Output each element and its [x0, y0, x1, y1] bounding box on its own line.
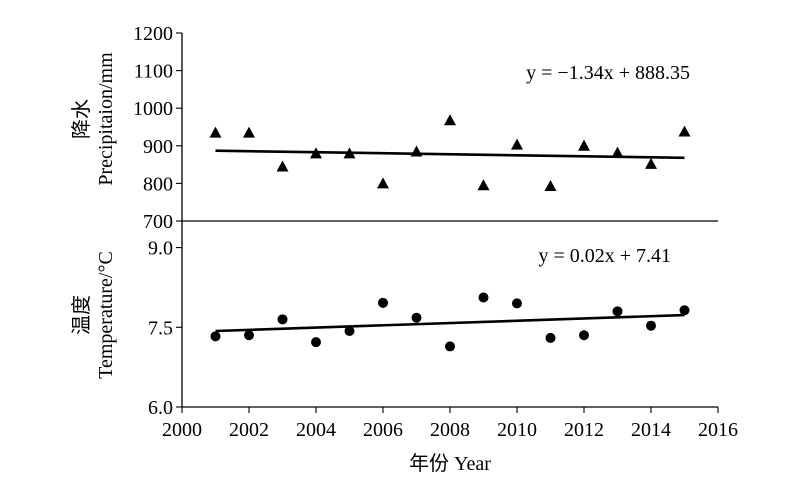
trend-equation-temp: y = 0.02x + 7.41: [538, 245, 671, 267]
temp-data-point: [478, 292, 489, 303]
precip-data-point: [611, 146, 624, 158]
temp-data-point: [378, 297, 388, 308]
x-tick-label: 2014: [631, 419, 671, 441]
precip-data-point: [511, 138, 523, 150]
temp-data-point: [579, 330, 589, 341]
precip-data-point: [578, 139, 590, 151]
x-tick-label: 2006: [363, 419, 403, 441]
precip-data-point: [276, 160, 289, 172]
temp-data-point: [445, 341, 455, 352]
precip-y-tick-label: 1200: [133, 23, 173, 45]
precip-data-point: [243, 126, 255, 138]
temp-data-point: [344, 326, 355, 337]
temp-data-point: [545, 332, 556, 343]
temp-data-point: [646, 320, 656, 331]
x-tick-label: 2010: [497, 419, 537, 441]
precip-data-point: [645, 157, 657, 169]
temp-data-point: [210, 331, 221, 342]
temp-data-point: [679, 305, 690, 316]
x-tick-label: 2012: [564, 419, 604, 441]
precip-data-point: [343, 147, 356, 159]
precip-data-point: [544, 180, 557, 192]
precip-data-point: [678, 125, 691, 137]
precip-y-tick-label: 1100: [134, 61, 173, 83]
temp-trend-line: [215, 313, 685, 333]
y-axis-title-temp-en: Temperature/°C: [95, 251, 117, 379]
y-axis-title-precip-cn: 降水: [70, 99, 93, 139]
precip-y-tick-label: 800: [143, 173, 173, 195]
precipitation-panel: 700 800 900 1000 1100 1200: [133, 23, 691, 233]
temp-data-point: [277, 314, 288, 325]
temp-data-point: [612, 306, 623, 317]
x-tick-label: 2016: [698, 419, 738, 441]
precip-y-tick-label: 1000: [133, 98, 173, 120]
precip-y-tick-label: 700: [143, 211, 173, 233]
precip-y-tick-label: 900: [143, 136, 173, 158]
precip-data-point: [377, 177, 389, 189]
trend-equation-precip: y = −1.34x + 888.35: [526, 62, 690, 84]
precip-data-point: [310, 147, 322, 159]
y-axis-title-temp-cn: 温度: [70, 295, 93, 335]
x-tick-label: 2004: [296, 419, 336, 441]
temp-y-tick-label: 6.0: [148, 397, 173, 419]
temp-data-point: [311, 337, 321, 348]
temperature-panel: 6.0 7.5 9.0: [148, 238, 690, 419]
x-axis: 2000 2002 2004 2006 2008 2010 2012 2014 2016: [162, 407, 738, 441]
precip-trend-line: [215, 149, 685, 160]
precip-data-point: [209, 126, 222, 138]
precip-data-point: [444, 114, 456, 126]
temp-data-point: [244, 330, 254, 341]
y-axis-title-precip-en: Precipitaion/mm: [95, 52, 117, 186]
temp-data-point: [411, 312, 422, 323]
x-tick-label: 2000: [162, 419, 202, 441]
x-tick-label: 2008: [430, 419, 470, 441]
temp-data-point: [512, 298, 522, 309]
temp-y-tick-label: 9.0: [148, 238, 173, 260]
precip-data-point: [410, 145, 423, 157]
temp-y-tick-label: 7.5: [148, 317, 173, 339]
x-axis-title: 年份 Year: [409, 452, 491, 475]
x-tick-label: 2002: [229, 419, 269, 441]
precip-data-point: [477, 179, 490, 191]
